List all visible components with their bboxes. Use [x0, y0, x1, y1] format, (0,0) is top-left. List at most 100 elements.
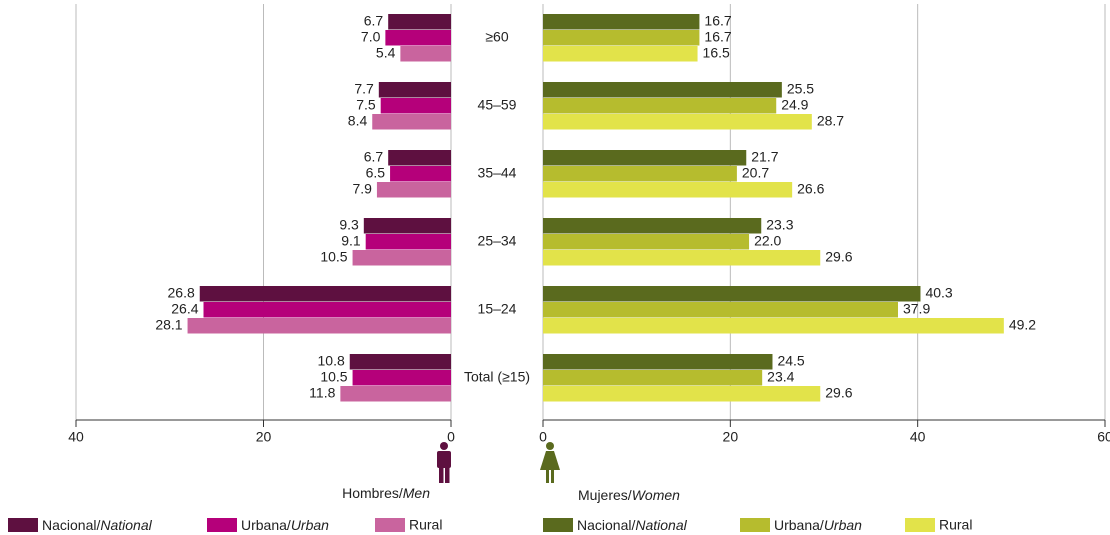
- value-label: 29.6: [825, 248, 852, 264]
- bar: [543, 370, 763, 386]
- value-label: 10.5: [320, 248, 347, 264]
- panel-label: Hombres/Men: [342, 485, 430, 501]
- bar: [349, 354, 451, 370]
- value-label: 22.0: [754, 232, 781, 248]
- legend-swatch: [375, 518, 405, 532]
- bar: [385, 30, 451, 46]
- bar: [378, 82, 451, 98]
- bar: [543, 166, 737, 182]
- legend-swatch: [905, 518, 935, 532]
- legend-label: Nacional/National: [42, 517, 153, 533]
- value-label: 7.9: [352, 180, 372, 196]
- value-label: 10.5: [320, 368, 347, 384]
- bar: [543, 286, 921, 302]
- bar: [543, 234, 750, 250]
- bar: [543, 98, 777, 114]
- value-label: 23.4: [767, 368, 794, 384]
- bar: [388, 150, 451, 166]
- value-label: 37.9: [903, 300, 930, 316]
- bar: [543, 46, 698, 62]
- bar: [340, 386, 451, 402]
- legend-swatch: [8, 518, 38, 532]
- bar: [199, 286, 451, 302]
- bar: [543, 318, 1004, 334]
- value-label: 20.7: [742, 164, 769, 180]
- women-icon: [540, 442, 560, 483]
- bar: [543, 150, 747, 166]
- value-label: 11.8: [309, 384, 335, 400]
- bar: [376, 182, 451, 198]
- bar: [543, 218, 762, 234]
- legend-label: Urbana/Urban: [774, 517, 862, 533]
- bar: [388, 14, 451, 30]
- value-label: 24.5: [777, 352, 804, 368]
- x-tick-label: 20: [256, 429, 272, 445]
- category-label: Total (≥15): [464, 369, 530, 385]
- category-label: ≥60: [485, 29, 508, 45]
- value-label: 9.1: [341, 232, 361, 248]
- value-label: 9.3: [339, 216, 359, 232]
- value-label: 6.7: [364, 12, 384, 28]
- value-label: 26.4: [171, 300, 198, 316]
- bar: [543, 14, 700, 30]
- bar: [187, 318, 451, 334]
- bar: [380, 98, 451, 114]
- bar: [390, 166, 451, 182]
- x-tick-label: 0: [539, 429, 547, 445]
- legend-label: Rural: [409, 517, 442, 533]
- x-tick-label: 60: [1097, 429, 1110, 445]
- value-label: 26.6: [797, 180, 824, 196]
- value-label: 24.9: [781, 96, 808, 112]
- value-label: 49.2: [1009, 316, 1036, 332]
- category-label: 45–59: [478, 97, 517, 113]
- value-label: 10.8: [318, 352, 345, 368]
- bar: [543, 182, 793, 198]
- value-label: 26.8: [168, 284, 195, 300]
- value-label: 16.7: [704, 12, 731, 28]
- value-label: 29.6: [825, 384, 852, 400]
- value-label: 16.5: [703, 44, 730, 60]
- value-label: 7.7: [354, 80, 374, 96]
- bar: [352, 370, 451, 386]
- legend-label: Rural: [939, 517, 972, 533]
- bar: [203, 302, 451, 318]
- bar: [543, 302, 898, 318]
- bar: [543, 354, 773, 370]
- bar: [400, 46, 451, 62]
- bar: [352, 250, 451, 266]
- value-label: 7.0: [361, 28, 381, 44]
- x-tick-label: 0: [447, 429, 455, 445]
- bar: [365, 234, 451, 250]
- bar: [363, 218, 451, 234]
- value-label: 21.7: [751, 148, 778, 164]
- value-label: 16.7: [704, 28, 731, 44]
- category-label: 25–34: [478, 233, 517, 249]
- category-label: 15–24: [478, 301, 517, 317]
- value-label: 25.5: [787, 80, 814, 96]
- x-tick-label: 40: [910, 429, 926, 445]
- bar: [543, 30, 700, 46]
- legend-label: Urbana/Urban: [241, 517, 329, 533]
- category-label: 35–44: [478, 165, 517, 181]
- panel-label: Mujeres/Women: [578, 487, 680, 503]
- value-label: 8.4: [348, 112, 368, 128]
- bar: [543, 114, 812, 130]
- legend-swatch: [740, 518, 770, 532]
- value-label: 28.7: [817, 112, 844, 128]
- bar: [372, 114, 451, 130]
- value-label: 5.4: [376, 44, 396, 60]
- value-label: 7.5: [356, 96, 376, 112]
- value-label: 23.3: [766, 216, 793, 232]
- value-label: 6.5: [366, 164, 386, 180]
- x-tick-label: 40: [68, 429, 84, 445]
- legend-swatch: [207, 518, 237, 532]
- bar: [543, 386, 821, 402]
- x-tick-label: 20: [723, 429, 739, 445]
- men-icon: [437, 442, 451, 483]
- bar: [543, 250, 821, 266]
- legend-swatch: [543, 518, 573, 532]
- bar: [543, 82, 782, 98]
- value-label: 6.7: [364, 148, 384, 164]
- value-label: 28.1: [155, 316, 182, 332]
